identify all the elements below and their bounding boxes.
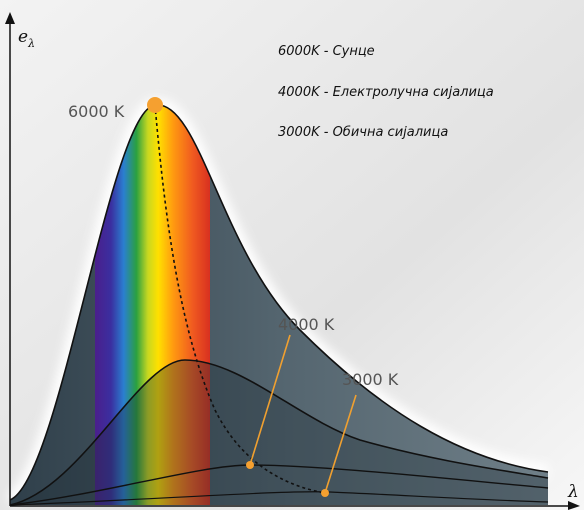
legend-entry: 4000K - Електролучна сијалица bbox=[278, 85, 494, 100]
y-label-subscript: λ bbox=[27, 37, 35, 50]
curve-label: 4000 K bbox=[278, 315, 335, 334]
x-label: λ bbox=[567, 482, 579, 502]
curve-label: 3000 K bbox=[342, 370, 399, 389]
peak-4000 bbox=[246, 461, 254, 469]
body: eλ λ 6000 K 4000 K 3000 K 6000K - Сунце … bbox=[0, 0, 584, 510]
page: {"axes": {"y_label": {"symbol": "e", "su… bbox=[0, 0, 584, 510]
legend-entry: 3000K - Обична сијалица bbox=[278, 125, 448, 140]
peak-3000 bbox=[321, 489, 329, 497]
curve-label: 6000 K bbox=[68, 102, 125, 121]
diagram: eλ λ 6000 K 4000 K 3000 K 6000K - Сунце … bbox=[0, 0, 584, 510]
peak-6000 bbox=[147, 97, 163, 113]
legend-entry: 6000K - Сунце bbox=[278, 44, 375, 59]
y-label-symbol: e bbox=[18, 27, 28, 47]
